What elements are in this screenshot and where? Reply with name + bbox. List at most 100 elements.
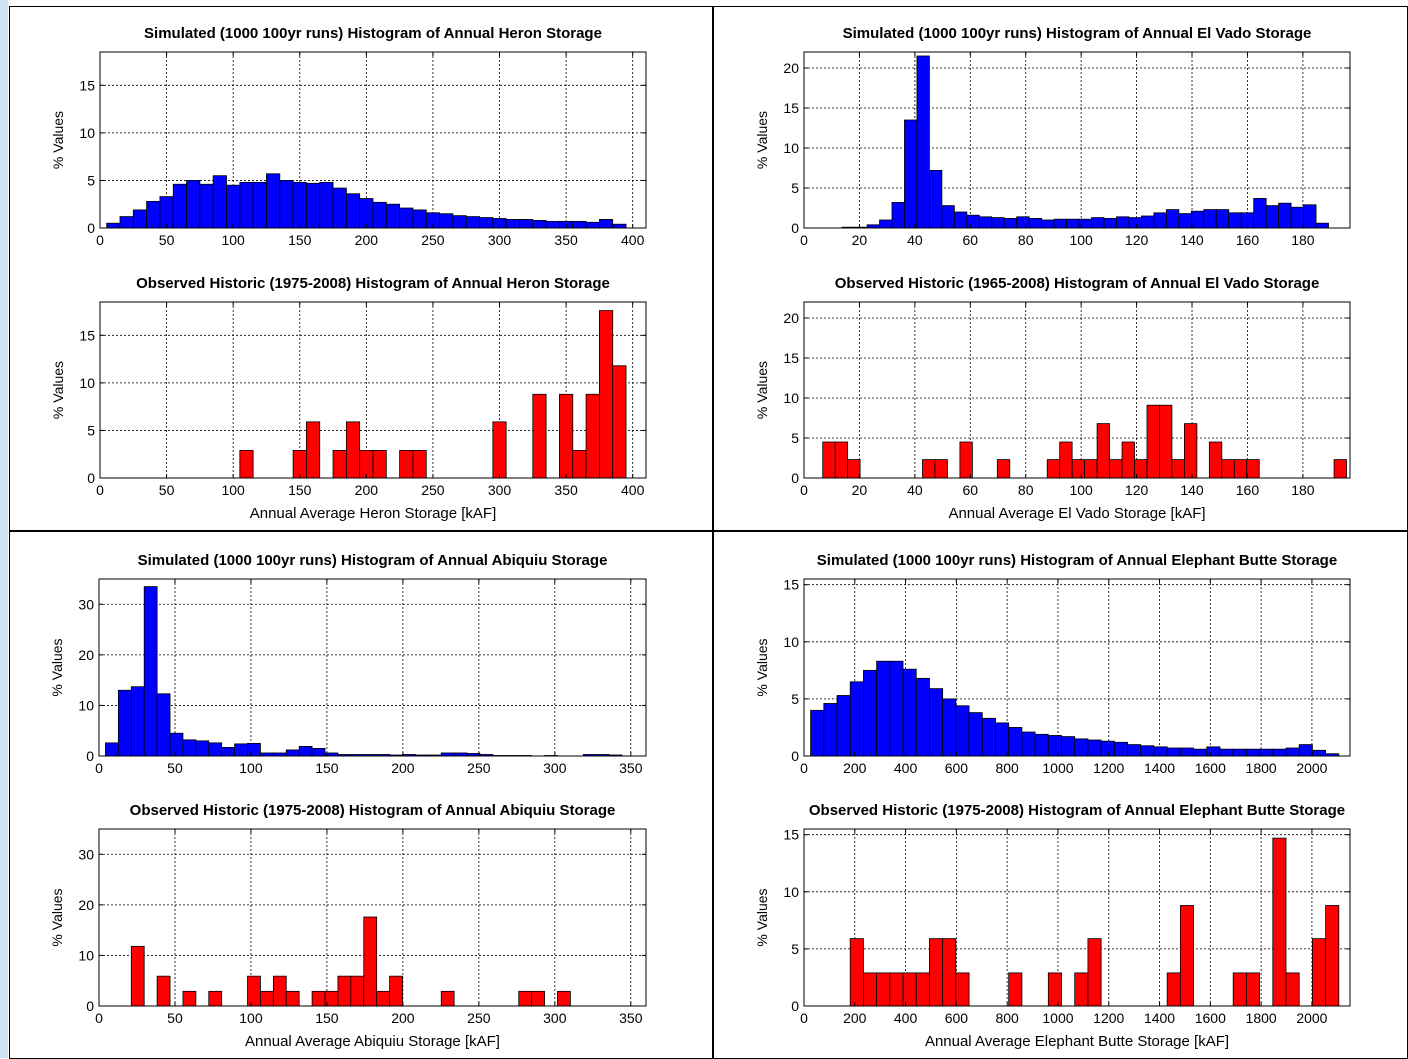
histogram-bar <box>1166 747 1181 757</box>
histogram-bar <box>915 972 930 1007</box>
window-edge-strip <box>0 0 8 1058</box>
histogram-bar <box>1047 972 1062 1007</box>
histogram-bar <box>1041 219 1055 229</box>
histogram-panel-1: 0 50 100 150 200 250 300 350 400 0 5 10 15 Observed H… <box>50 275 647 522</box>
x-tick-label: 180 <box>1291 482 1315 498</box>
histogram-bar <box>1121 441 1135 479</box>
histogram-bar <box>1074 972 1089 1007</box>
y-tick-label: 0 <box>86 998 94 1014</box>
plot-area <box>804 52 1350 228</box>
x-tick-label: 350 <box>619 1010 643 1026</box>
histogram-bar <box>902 668 917 757</box>
histogram-bar <box>298 745 313 757</box>
histogram-bar <box>1278 202 1292 229</box>
x-tick-label: 180 <box>1291 232 1315 248</box>
y-tick-label: 10 <box>78 947 94 963</box>
histogram-bar <box>332 450 347 479</box>
y-tick-label: 30 <box>78 596 94 612</box>
y-tick-label: 10 <box>783 884 799 900</box>
histogram-panel-5: 0 50 100 150 200 250 300 350 0 10 20 30 Observed His… <box>49 802 647 1050</box>
x-tick-label: 1400 <box>1144 760 1175 776</box>
histogram-bar <box>1206 746 1221 757</box>
histogram-panel-0: 0 50 100 150 200 250 300 350 400 0 5 10 15 Simulated … <box>50 25 647 248</box>
histogram-bar <box>130 686 145 757</box>
histogram-bar <box>132 209 148 229</box>
histogram-bar <box>1253 197 1267 229</box>
histogram-bar <box>1066 218 1080 229</box>
histogram-bar <box>186 180 201 229</box>
y-tick-label: 5 <box>791 430 799 446</box>
x-tick-label: 2000 <box>1296 760 1327 776</box>
y-axis-label: % Values <box>754 888 770 946</box>
histogram-bar <box>891 201 905 229</box>
x-tick-label: 600 <box>945 1010 969 1026</box>
chart-title: Observed Historic (1975-2008) Histogram … <box>130 802 616 819</box>
plot-area <box>99 579 646 756</box>
histogram-panel-7: 0 200 400 600 800 1000 1200 1400 1600 1800 2000 0 5 1… <box>754 802 1351 1050</box>
histogram-bar <box>1008 727 1023 757</box>
histogram-bar <box>1127 744 1142 757</box>
histogram-bar <box>182 990 197 1007</box>
y-tick-label: 15 <box>783 350 799 366</box>
x-tick-label: 1000 <box>1042 760 1073 776</box>
histogram-bar <box>279 180 294 229</box>
histogram-bar <box>1312 938 1327 1007</box>
histogram-bar <box>1003 217 1018 229</box>
x-tick-label: 160 <box>1236 232 1260 248</box>
x-tick-label: 1200 <box>1093 760 1124 776</box>
histogram-bar <box>585 393 600 479</box>
histogram-bar <box>915 677 930 757</box>
x-tick-label: 20 <box>852 482 868 498</box>
histogram-bar <box>389 975 403 1007</box>
histogram-bar <box>1140 745 1155 757</box>
y-tick-label: 5 <box>791 941 799 957</box>
x-tick-label: 2000 <box>1296 1010 1327 1026</box>
histogram-bar <box>1178 213 1192 229</box>
histogram-bar <box>117 689 132 757</box>
x-tick-label: 40 <box>907 482 923 498</box>
histogram-bar <box>1034 733 1049 757</box>
y-tick-label: 0 <box>791 748 799 764</box>
histogram-bar <box>849 681 864 757</box>
x-axis-label: Annual Average Heron Storage [kAF] <box>250 505 497 522</box>
histogram-bar <box>1047 735 1062 757</box>
histogram-bar <box>159 196 174 229</box>
histogram-bar <box>863 972 878 1007</box>
histogram-bar <box>399 207 414 229</box>
x-tick-label: 100 <box>221 482 245 498</box>
histogram-bar <box>1272 748 1287 757</box>
histogram-bar <box>1096 423 1110 479</box>
histogram-bar <box>479 217 494 229</box>
x-tick-label: 140 <box>1180 482 1204 498</box>
histogram-bar <box>345 193 361 229</box>
histogram-bar <box>247 975 261 1007</box>
histogram-bar <box>143 586 158 757</box>
x-tick-label: 1600 <box>1195 1010 1226 1026</box>
y-axis-label: % Values <box>49 638 65 696</box>
y-tick-label: 10 <box>783 390 799 406</box>
histogram-bar <box>311 748 326 757</box>
x-axis-label: Annual Average Abiquiu Storage [kAF] <box>245 1033 500 1050</box>
histogram-bar <box>292 450 307 479</box>
histogram-bar <box>1232 748 1247 757</box>
histogram-bar <box>505 219 520 229</box>
histogram-bar <box>879 219 893 229</box>
histogram-bar <box>834 441 849 479</box>
histogram-bar <box>1246 459 1260 479</box>
y-tick-label: 20 <box>783 60 799 76</box>
x-tick-label: 350 <box>554 482 578 498</box>
histogram-bar <box>399 450 414 479</box>
y-tick-label: 5 <box>87 172 95 188</box>
histogram-bar <box>916 55 930 229</box>
histogram-bar <box>996 459 1011 479</box>
x-tick-label: 1400 <box>1144 1010 1175 1026</box>
histogram-bar <box>119 216 134 229</box>
x-axis-label: Annual Average Elephant Butte Storage [k… <box>925 1033 1229 1050</box>
x-tick-label: 60 <box>963 482 979 498</box>
histogram-bar <box>306 421 321 479</box>
histogram-bar <box>319 181 334 229</box>
histogram-bar <box>1087 938 1102 1007</box>
x-tick-label: 1000 <box>1042 1010 1073 1026</box>
x-tick-label: 1600 <box>1195 760 1226 776</box>
